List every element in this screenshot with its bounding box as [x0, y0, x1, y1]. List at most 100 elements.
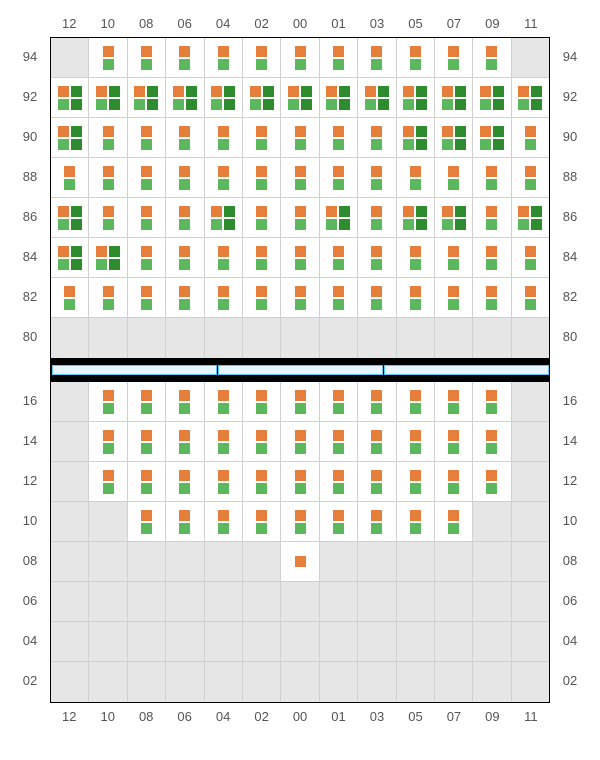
seat-cell[interactable] — [166, 462, 204, 502]
seat-cell[interactable] — [397, 502, 435, 542]
seat-cell[interactable] — [358, 382, 396, 422]
seat-cell[interactable] — [243, 502, 281, 542]
seat-cell[interactable] — [435, 38, 473, 78]
seat-cell[interactable] — [205, 278, 243, 318]
seat-cell[interactable] — [281, 278, 319, 318]
seat-cell[interactable] — [281, 462, 319, 502]
seat-cell[interactable] — [473, 198, 511, 238]
seat-cell[interactable] — [397, 118, 435, 158]
seat-cell[interactable] — [473, 462, 511, 502]
seat-cell[interactable] — [358, 422, 396, 462]
seat-cell[interactable] — [281, 238, 319, 278]
seat-cell[interactable] — [512, 158, 549, 198]
seat-cell[interactable] — [512, 78, 549, 118]
seat-cell[interactable] — [89, 78, 127, 118]
seat-cell[interactable] — [205, 118, 243, 158]
seat-cell[interactable] — [397, 238, 435, 278]
seat-cell[interactable] — [243, 38, 281, 78]
seat-cell[interactable] — [89, 238, 127, 278]
seat-cell[interactable] — [51, 198, 89, 238]
seat-cell[interactable] — [320, 38, 358, 78]
seat-cell[interactable] — [243, 382, 281, 422]
seat-cell[interactable] — [205, 382, 243, 422]
seat-cell[interactable] — [320, 382, 358, 422]
seat-cell[interactable] — [89, 462, 127, 502]
seat-cell[interactable] — [397, 158, 435, 198]
seat-cell[interactable] — [128, 78, 166, 118]
seat-cell[interactable] — [435, 382, 473, 422]
seat-cell[interactable] — [358, 502, 396, 542]
seat-cell[interactable] — [512, 238, 549, 278]
seat-cell[interactable] — [281, 78, 319, 118]
seat-cell[interactable] — [128, 38, 166, 78]
seat-cell[interactable] — [397, 38, 435, 78]
seat-cell[interactable] — [166, 422, 204, 462]
seat-cell[interactable] — [512, 118, 549, 158]
seat-cell[interactable] — [243, 158, 281, 198]
seat-cell[interactable] — [473, 382, 511, 422]
seat-cell[interactable] — [243, 462, 281, 502]
seat-cell[interactable] — [320, 462, 358, 502]
seat-cell[interactable] — [397, 78, 435, 118]
seat-cell[interactable] — [320, 502, 358, 542]
seat-cell[interactable] — [281, 542, 319, 582]
seat-cell[interactable] — [205, 462, 243, 502]
seat-cell[interactable] — [166, 238, 204, 278]
seat-cell[interactable] — [397, 382, 435, 422]
seat-cell[interactable] — [473, 118, 511, 158]
seat-cell[interactable] — [358, 278, 396, 318]
seat-cell[interactable] — [205, 38, 243, 78]
seat-cell[interactable] — [128, 502, 166, 542]
seat-cell[interactable] — [435, 238, 473, 278]
seat-cell[interactable] — [397, 278, 435, 318]
seat-cell[interactable] — [512, 198, 549, 238]
seat-cell[interactable] — [473, 158, 511, 198]
seat-cell[interactable] — [243, 198, 281, 238]
seat-cell[interactable] — [473, 38, 511, 78]
seat-cell[interactable] — [320, 238, 358, 278]
seat-cell[interactable] — [128, 278, 166, 318]
seat-cell[interactable] — [166, 38, 204, 78]
seat-cell[interactable] — [51, 78, 89, 118]
seat-cell[interactable] — [281, 198, 319, 238]
seat-cell[interactable] — [435, 462, 473, 502]
seat-cell[interactable] — [320, 118, 358, 158]
seat-cell[interactable] — [473, 278, 511, 318]
seat-cell[interactable] — [358, 118, 396, 158]
seat-cell[interactable] — [128, 158, 166, 198]
seat-cell[interactable] — [205, 198, 243, 238]
seat-cell[interactable] — [281, 422, 319, 462]
seat-cell[interactable] — [281, 38, 319, 78]
seat-cell[interactable] — [51, 118, 89, 158]
seat-cell[interactable] — [281, 382, 319, 422]
seat-cell[interactable] — [358, 38, 396, 78]
seat-cell[interactable] — [166, 198, 204, 238]
seat-cell[interactable] — [166, 118, 204, 158]
seat-cell[interactable] — [89, 382, 127, 422]
seat-cell[interactable] — [397, 422, 435, 462]
seat-cell[interactable] — [128, 422, 166, 462]
seat-cell[interactable] — [473, 238, 511, 278]
seat-cell[interactable] — [205, 422, 243, 462]
seat-cell[interactable] — [205, 158, 243, 198]
seat-cell[interactable] — [51, 238, 89, 278]
seat-cell[interactable] — [397, 462, 435, 502]
seat-cell[interactable] — [320, 78, 358, 118]
seat-cell[interactable] — [243, 118, 281, 158]
seat-cell[interactable] — [281, 502, 319, 542]
seat-cell[interactable] — [320, 278, 358, 318]
seat-cell[interactable] — [205, 238, 243, 278]
seat-cell[interactable] — [243, 78, 281, 118]
seat-cell[interactable] — [435, 158, 473, 198]
seat-cell[interactable] — [166, 382, 204, 422]
seat-cell[interactable] — [128, 118, 166, 158]
seat-cell[interactable] — [128, 382, 166, 422]
seat-cell[interactable] — [89, 158, 127, 198]
seat-cell[interactable] — [358, 158, 396, 198]
seat-cell[interactable] — [397, 198, 435, 238]
seat-cell[interactable] — [473, 422, 511, 462]
seat-cell[interactable] — [89, 198, 127, 238]
seat-cell[interactable] — [358, 238, 396, 278]
seat-cell[interactable] — [243, 422, 281, 462]
seat-cell[interactable] — [320, 158, 358, 198]
